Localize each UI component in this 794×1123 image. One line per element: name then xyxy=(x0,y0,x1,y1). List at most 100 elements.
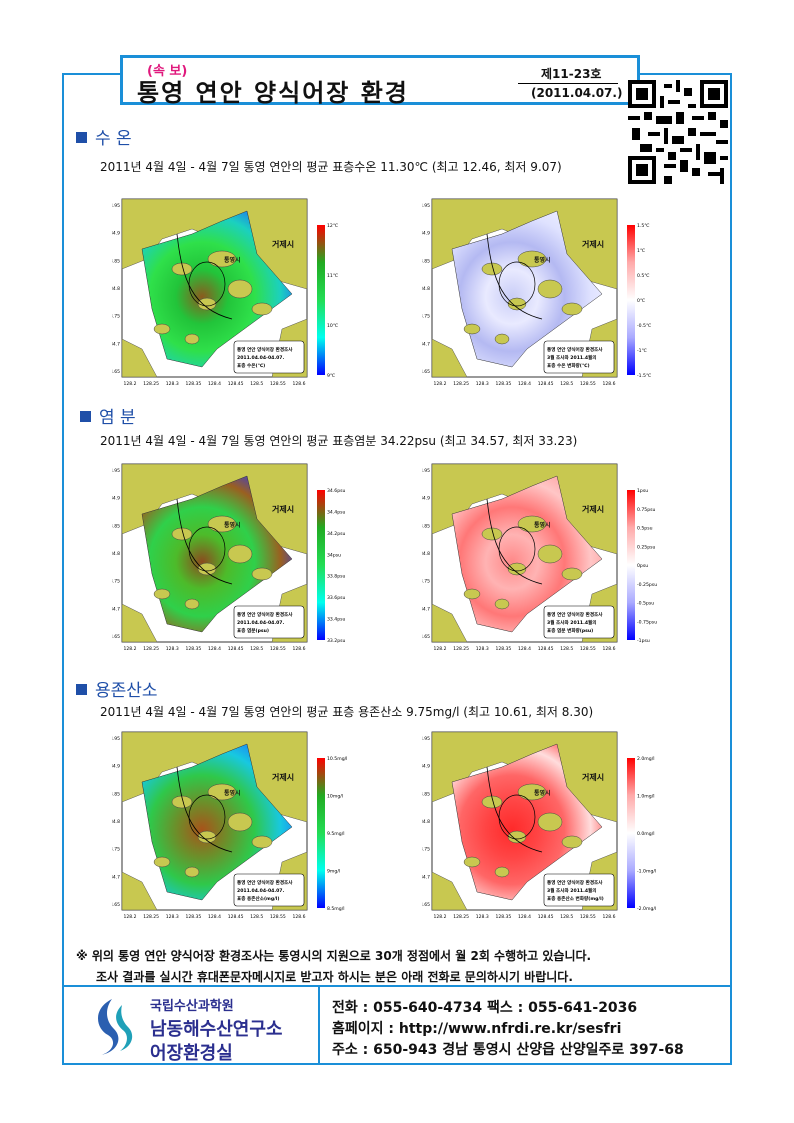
place-label-geoje: 거제시 xyxy=(582,504,604,514)
x-tick-label: 128.6 xyxy=(603,646,616,652)
section-heading-salinity: 염 분 xyxy=(80,403,136,428)
y-tick-label: 34.65 xyxy=(112,369,120,375)
x-tick-label: 128.5 xyxy=(560,914,573,920)
place-label-tongyeong: 통영시 xyxy=(534,521,551,529)
title-tag: (속 보) xyxy=(147,64,188,79)
y-tick-label: 34.7 xyxy=(422,606,430,612)
title-box: (속 보) 통영 연안 양식어장 환경 제11-23호 (2011.04.07.… xyxy=(120,55,640,107)
y-tick-label: 34.9 xyxy=(422,764,430,770)
x-tick-label: 128.45 xyxy=(228,914,244,920)
island xyxy=(517,515,547,533)
colorbar-label: 33.8psu xyxy=(327,574,346,580)
qr-code-icon xyxy=(628,80,728,184)
place-label-geoje: 거제시 xyxy=(272,504,294,514)
y-tick-label: 34.8 xyxy=(112,286,120,292)
y-tick-label: 34.85 xyxy=(422,258,430,264)
x-tick-label: 128.3 xyxy=(476,646,489,652)
island xyxy=(227,812,253,832)
map-legend-text: 2011.04.04-04.07. xyxy=(237,355,284,361)
contact-address: 주소 : 650-943 경남 통영시 산양읍 산양일주로 397-68 xyxy=(332,1042,684,1058)
place-label-geoje: 거제시 xyxy=(272,239,294,249)
x-tick-label: 128.25 xyxy=(453,646,469,652)
map-legend-text: 통영 연안 양식어장 환경조사 xyxy=(547,346,603,353)
colorbar-label: -1psu xyxy=(637,638,650,644)
island xyxy=(561,835,583,849)
contour-line xyxy=(188,261,226,307)
y-tick-label: 34.7 xyxy=(422,341,430,347)
bullet-square-icon xyxy=(76,684,87,695)
x-tick-label: 128.6 xyxy=(293,646,306,652)
x-tick-label: 128.45 xyxy=(538,381,554,387)
island xyxy=(153,856,171,868)
y-tick-label: 34.9 xyxy=(112,496,120,502)
colorbar-label: 0.25psu xyxy=(637,544,656,550)
colorbar xyxy=(317,758,325,908)
x-tick-label: 128.35 xyxy=(186,914,202,920)
x-tick-label: 128.25 xyxy=(143,381,159,387)
x-tick-label: 128.2 xyxy=(124,646,137,652)
colorbar xyxy=(627,758,635,908)
map-legend-text: 3월 조사와 2011.4월의 xyxy=(547,354,596,361)
map-legend-box xyxy=(233,605,305,639)
bullet-square-icon xyxy=(80,411,91,422)
island xyxy=(561,302,583,316)
y-tick-label: 34.75 xyxy=(422,847,430,853)
colorbar-label: 0℃ xyxy=(637,298,645,304)
x-tick-label: 128.2 xyxy=(124,381,137,387)
map-legend-box xyxy=(233,340,305,374)
map-legend-box xyxy=(543,605,615,639)
y-tick-label: 34.65 xyxy=(422,634,430,640)
map-legend-text: 표층 염분(psu) xyxy=(237,627,269,634)
island xyxy=(463,588,481,600)
island xyxy=(227,279,253,299)
contour-line xyxy=(486,233,543,320)
y-tick-label: 34.65 xyxy=(422,902,430,908)
colorbar-label: 33.4psu xyxy=(327,617,346,623)
x-tick-label: 128.4 xyxy=(518,914,531,920)
y-tick-label: 34.65 xyxy=(112,902,120,908)
colorbar xyxy=(627,490,635,640)
colorbar-label: -0.75psu xyxy=(637,619,657,625)
island xyxy=(251,835,273,849)
contour-line xyxy=(176,498,233,585)
x-tick-label: 128.5 xyxy=(250,381,263,387)
contact-homepage[interactable]: 홈페이지 : http://www.nfrdi.re.kr/sesfri xyxy=(332,1021,622,1037)
y-tick-label: 34.75 xyxy=(112,579,120,585)
colorbar-label: -2.0mg/l xyxy=(637,906,656,912)
colorbar-label: 9.5mg/l xyxy=(327,831,345,837)
map-legend-text: 표층 수온(℃) xyxy=(237,362,265,369)
island xyxy=(561,567,583,581)
x-tick-label: 128.25 xyxy=(143,914,159,920)
x-tick-label: 128.6 xyxy=(293,914,306,920)
colorbar xyxy=(627,225,635,375)
island xyxy=(537,279,563,299)
island xyxy=(494,333,510,345)
map-legend-text: 2011.04.04-04.07. xyxy=(237,888,284,894)
footer-contact: 전화 : 055-640-4734 팩스 : 055-641-2036 홈페이지… xyxy=(320,985,730,1063)
y-tick-label: 34.8 xyxy=(112,819,120,825)
contour-line xyxy=(498,526,536,572)
x-tick-label: 128.5 xyxy=(560,381,573,387)
issue-divider xyxy=(518,83,618,84)
colorbar-label: 0.5℃ xyxy=(637,273,649,279)
x-tick-label: 128.3 xyxy=(166,914,179,920)
island xyxy=(537,812,563,832)
x-tick-label: 128.2 xyxy=(124,914,137,920)
colorbar-label: -1.5℃ xyxy=(637,373,651,379)
x-tick-label: 128.3 xyxy=(476,381,489,387)
section-heading-temperature: 수 온 xyxy=(76,124,132,149)
x-tick-label: 128.25 xyxy=(143,646,159,652)
section-heading-label: 염 분 xyxy=(99,408,136,428)
colorbar-label: 0.0mg/l xyxy=(637,831,655,837)
contour-line xyxy=(498,261,536,307)
org-name-lab: 남동해수산연구소 xyxy=(150,1019,283,1040)
y-tick-label: 34.75 xyxy=(112,847,120,853)
map-legend-text: 표층 용존산소(mg/l) xyxy=(237,895,279,902)
y-tick-label: 34.85 xyxy=(112,791,120,797)
issue-number: 제11-23호 xyxy=(541,67,602,81)
x-tick-label: 128.5 xyxy=(560,646,573,652)
